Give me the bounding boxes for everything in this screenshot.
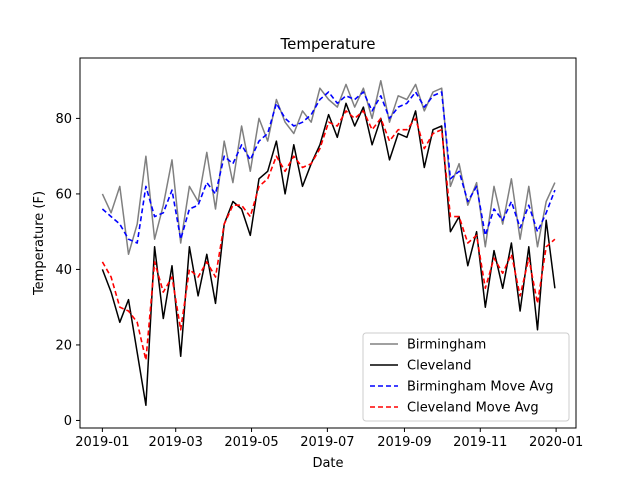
x-axis-label: Date <box>312 456 343 471</box>
y-tick-label: 40 <box>55 263 72 278</box>
legend-label-birmingham-move-avg: Birmingham Move Avg <box>407 380 554 395</box>
y-tick-label: 20 <box>55 338 72 353</box>
x-tick-label: 2019-03 <box>149 435 203 450</box>
x-tick-label: 2020-01 <box>529 435 583 450</box>
x-tick-label: 2019-11 <box>453 435 507 450</box>
legend-label-birmingham: Birmingham <box>407 338 486 353</box>
y-tick-label: 0 <box>64 414 72 429</box>
x-tick-label: 2019-01 <box>75 435 129 450</box>
legend: Birmingham Cleveland Birmingham Move Avg Cl… <box>362 332 570 422</box>
series-layer <box>101 79 556 407</box>
chart-title: Temperature <box>279 35 375 53</box>
x-tick-label: 2019-07 <box>300 435 354 450</box>
legend-label-cleveland-move-avg: Cleveland Move Avg <box>407 401 539 416</box>
legend-box <box>362 332 570 422</box>
series-line-birmingham <box>101 79 556 256</box>
ticks-layer: 2019-01 2019-03 2019-05 2019-07 2019-09 2019-… <box>55 112 583 450</box>
series-line-birmingham-move-avg <box>101 91 556 244</box>
y-axis-label: Temperature (F) <box>32 191 47 296</box>
legend-label-cleveland: Cleveland <box>407 359 471 374</box>
y-tick-label: 80 <box>55 112 72 127</box>
x-tick-label: 2019-09 <box>377 435 431 450</box>
plot-frame <box>79 57 577 429</box>
y-tick-label: 60 <box>55 187 72 202</box>
x-tick-label: 2019-05 <box>224 435 278 450</box>
series-line-cleveland-move-avg <box>101 110 556 361</box>
